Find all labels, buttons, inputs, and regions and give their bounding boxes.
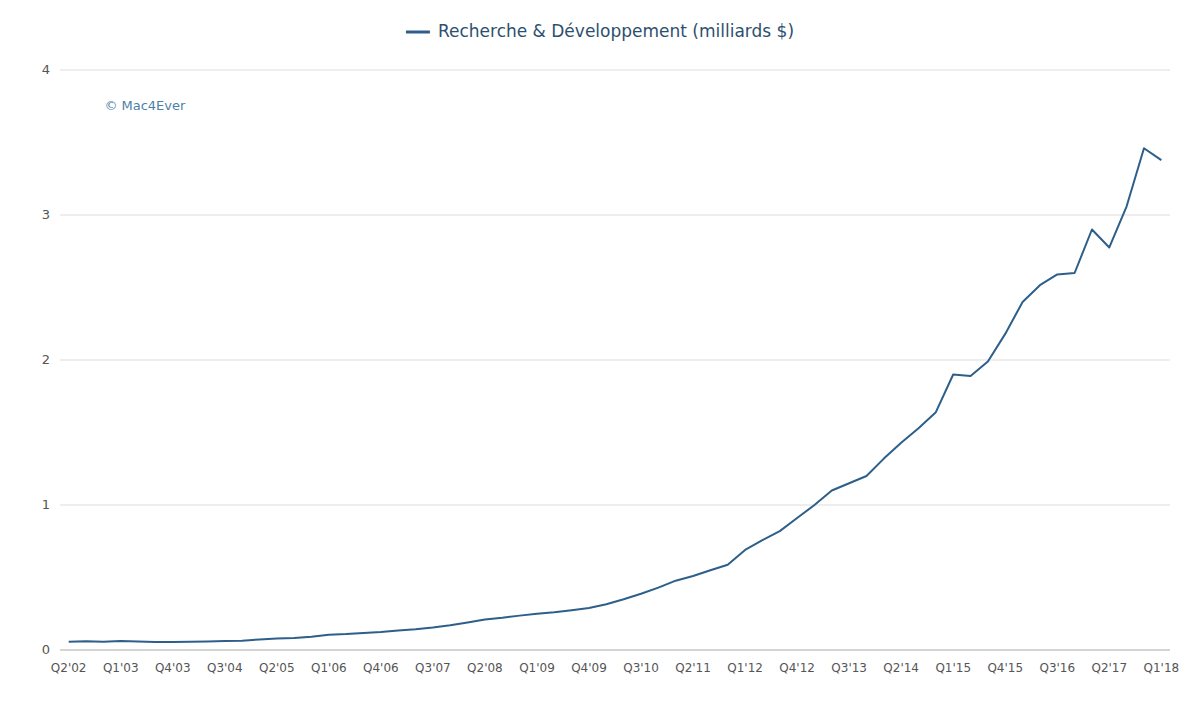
x-tick-label: Q4'12	[779, 661, 815, 675]
x-axis: Q2'02 Q1'03 Q4'03 Q3'04 Q2'05 Q1'06 Q4'06 Q3'07…	[51, 650, 1179, 675]
y-tick-label: 1	[42, 497, 50, 512]
chart-container: 0 1 2 3 4 Q2'02 Q1'03 Q4'03 Q3'04 Q2'05 Q1'06 Q4'06…	[0, 0, 1200, 704]
x-tick-label: Q3'10	[623, 661, 659, 675]
plot-area	[69, 148, 1162, 642]
grid-line	[60, 360, 1170, 361]
x-tick-label: Q2'17	[1091, 661, 1127, 675]
x-tick-label: Q4'03	[155, 661, 191, 675]
grid-line	[60, 215, 1170, 216]
x-axis-line	[60, 650, 1170, 651]
background	[0, 0, 1200, 704]
chart: 0 1 2 3 4 Q2'02 Q1'03 Q4'03 Q3'04 Q2'05 Q1'06 Q4'06…	[0, 0, 1200, 704]
y-tick-label: 3	[42, 207, 50, 222]
legend-swatch	[406, 31, 430, 34]
x-tick-label: Q2'02	[51, 661, 87, 675]
line	[69, 148, 1162, 642]
x-tick-label: Q4'15	[987, 661, 1023, 675]
legend: Recherche & Développement (milliards $)	[406, 21, 794, 41]
x-tick-label: Q1'09	[519, 661, 555, 675]
x-tick-label: Q4'09	[571, 661, 607, 675]
x-tick-label: Q1'15	[935, 661, 971, 675]
x-tick-label: Q1'18	[1144, 661, 1180, 675]
legend-label: Recherche & Développement (milliards $)	[438, 21, 794, 41]
x-tick-label: Q1'06	[311, 661, 347, 675]
x-tick-label: Q2'05	[259, 661, 295, 675]
x-tick-label: Q3'04	[207, 661, 243, 675]
annotation: © Mac4Ever	[104, 98, 186, 113]
x-tick-label: Q1'03	[103, 661, 139, 675]
y-axis: 0 1 2 3 4	[42, 62, 50, 657]
x-tick-label: Q2'14	[883, 661, 919, 675]
y-tick-label: 2	[42, 352, 50, 367]
grid-line	[60, 505, 1170, 506]
x-tick-label: Q2'11	[675, 661, 711, 675]
x-tick-label: Q3'07	[415, 661, 451, 675]
x-tick-label: Q2'08	[467, 661, 503, 675]
x-tick-label: Q3'13	[831, 661, 867, 675]
x-tick-label: Q1'12	[727, 661, 763, 675]
y-tick-label: 0	[42, 642, 50, 657]
grid-line	[60, 70, 1170, 71]
grid-line	[60, 650, 1170, 651]
y-tick-label: 4	[42, 62, 50, 77]
x-tick-label: Q3'16	[1039, 661, 1075, 675]
grid	[60, 70, 1170, 650]
x-tick-label: Q4'06	[363, 661, 399, 675]
